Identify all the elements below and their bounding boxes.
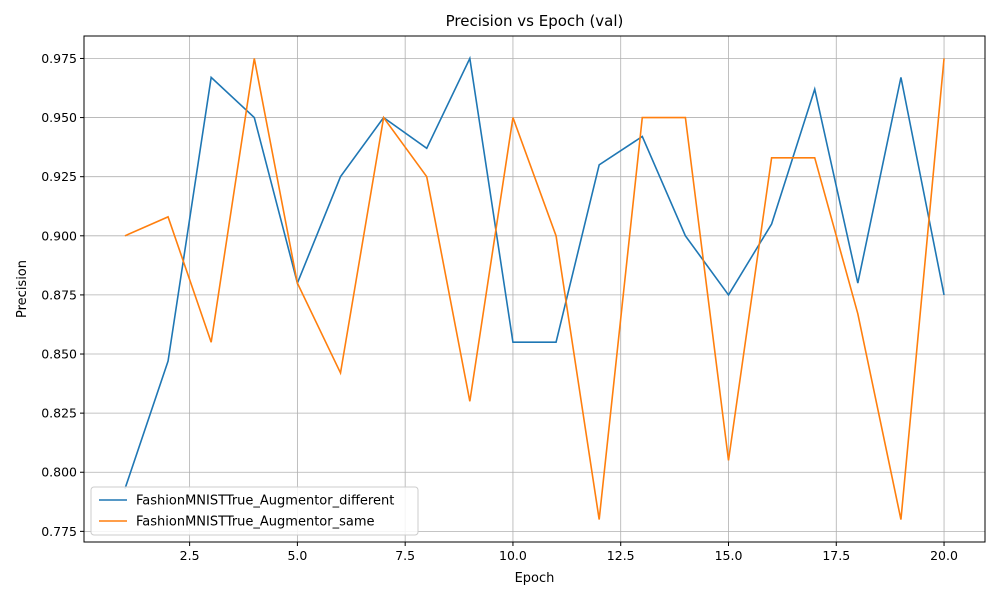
legend: FashionMNISTTrue_Augmentor_different Fash… <box>90 486 419 536</box>
y-tick-label: 0.825 <box>41 406 77 421</box>
plot-frame <box>83 35 986 543</box>
x-tick-label: 5.0 <box>287 548 307 563</box>
y-tick-label: 0.975 <box>41 51 77 66</box>
series-lines <box>124 55 945 520</box>
series-line-1 <box>124 55 945 490</box>
x-axis-title: Epoch <box>515 571 555 586</box>
y-tick-label: 0.950 <box>41 110 77 125</box>
legend-box <box>90 486 419 536</box>
x-tick-label: 15.0 <box>715 548 743 563</box>
y-tick-label: 0.800 <box>41 465 77 480</box>
y-axis-title: Precision <box>15 260 30 318</box>
x-axis-ticks: 2.5 5.0 7.5 10.0 12.5 15.0 17.5 20.0 <box>180 542 958 563</box>
x-tick-label: 12.5 <box>607 548 635 563</box>
y-axis-ticks: 0.775 0.800 0.825 0.850 0.875 0.900 0.925 0.950… <box>41 51 84 539</box>
y-tick-label: 0.875 <box>41 287 77 302</box>
legend-label-1: FashionMNISTTrue_Augmentor_different <box>136 494 394 509</box>
y-tick-label: 0.850 <box>41 347 77 362</box>
x-tick-label: 10.0 <box>499 548 527 563</box>
chart-title: Precision vs Epoch (val) <box>446 12 624 30</box>
x-tick-label: 17.5 <box>822 548 850 563</box>
y-tick-label: 0.775 <box>41 524 77 539</box>
series-line-2 <box>124 58 945 520</box>
legend-label-2: FashionMNISTTrue_Augmentor_same <box>136 515 375 530</box>
x-tick-label: 7.5 <box>395 548 415 563</box>
y-tick-label: 0.925 <box>41 169 77 184</box>
x-tick-label: 20.0 <box>930 548 958 563</box>
y-tick-label: 0.900 <box>41 228 77 243</box>
x-tick-label: 2.5 <box>180 548 200 563</box>
